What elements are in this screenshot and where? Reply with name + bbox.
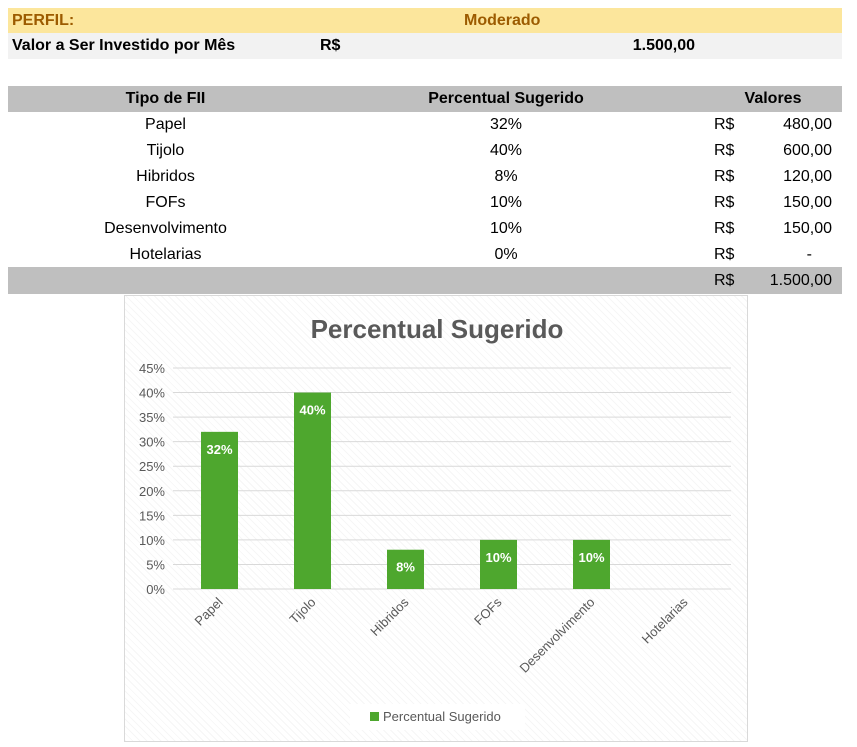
cell-currency: R$ <box>714 142 735 159</box>
bar <box>387 549 424 589</box>
table-header: Tipo de FII Percentual Sugerido Valores <box>8 86 842 112</box>
cell-currency: R$ <box>714 116 735 133</box>
bar <box>480 539 517 589</box>
data-label: 10% <box>578 550 604 565</box>
cell-currency: R$ <box>714 246 735 263</box>
cell-percentual[interactable]: 8% <box>494 168 518 185</box>
cell-currency: R$ <box>714 194 735 211</box>
total-currency: R$ <box>714 271 735 289</box>
x-tick-label: FOFs <box>471 594 505 628</box>
cell-currency: R$ <box>714 220 735 237</box>
data-label: 32% <box>206 442 232 457</box>
total-row: R$ 1.500,00 <box>8 267 842 294</box>
cell-valor: 120,00 <box>783 168 832 185</box>
y-tick-label: 10% <box>139 533 165 548</box>
bar <box>294 392 331 589</box>
cell-tipo: FOFs <box>145 194 186 211</box>
cell-valor: 480,00 <box>783 116 832 133</box>
chart-title: Percentual Sugerido <box>311 314 564 344</box>
cell-currency: R$ <box>714 168 735 185</box>
data-label: 40% <box>299 403 325 418</box>
bar <box>201 431 238 589</box>
x-tick-label: Desenvolvimento <box>517 595 598 676</box>
y-tick-label: 35% <box>139 410 165 425</box>
total-valor: 1.500,00 <box>769 271 832 289</box>
investment-currency: R$ <box>320 37 341 54</box>
table-row: Hibridos 8% R$ 120,00 <box>8 164 842 190</box>
y-tick-label: 5% <box>146 557 165 572</box>
chart-area[interactable]: Percentual Sugerido 0% 5% 10% 15% 20% 25% 30% 35… <box>124 295 748 742</box>
cell-tipo: Desenvolvimento <box>104 220 227 237</box>
table-row: Hotelarias 0% R$ - <box>8 242 842 268</box>
perfil-label: PERFIL: <box>12 11 75 29</box>
y-tick-label: 0% <box>146 582 165 597</box>
cell-percentual[interactable]: 10% <box>489 194 523 211</box>
cell-tipo: Papel <box>145 116 186 133</box>
x-tick-label: Papel <box>192 594 226 628</box>
perfil-value[interactable]: Moderado <box>464 11 541 29</box>
cell-percentual[interactable]: 40% <box>489 142 523 159</box>
y-tick-label: 30% <box>139 435 165 450</box>
header-valores: Valores <box>744 90 802 107</box>
data-label: 0% <box>675 599 694 614</box>
cell-percentual[interactable]: 0% <box>494 246 518 263</box>
x-tick-label: Hotelarias <box>639 594 691 646</box>
cell-valor: 150,00 <box>783 220 832 237</box>
cell-tipo: Tijolo <box>146 142 185 159</box>
investment-label: Valor a Ser Investido por Mês <box>12 37 236 54</box>
bar-chart: Percentual Sugerido 0% 5% 10% 15% 20% 25% 30% 35… <box>139 314 731 730</box>
data-label: 8% <box>396 560 415 575</box>
cell-tipo: Hibridos <box>136 168 195 185</box>
x-tick-label: Tijolo <box>286 595 318 627</box>
table-row: Papel 32% R$ 480,00 <box>8 112 842 138</box>
y-tick-label: 45% <box>139 361 165 376</box>
cell-valor: - <box>806 246 812 263</box>
cell-tipo: Hotelarias <box>129 246 202 263</box>
legend-swatch <box>370 712 379 721</box>
cell-valor: 150,00 <box>783 194 832 211</box>
investment-row: Valor a Ser Investido por Mês R$ 1.500,0… <box>8 33 842 59</box>
table-row: FOFs 10% R$ 150,00 <box>8 190 842 216</box>
table-row: Tijolo 40% R$ 600,00 <box>8 138 842 164</box>
legend-label: Percentual Sugerido <box>383 709 501 724</box>
y-tick-label: 20% <box>139 484 165 499</box>
y-tick-label: 25% <box>139 459 165 474</box>
investment-amount[interactable]: 1.500,00 <box>632 37 695 54</box>
y-tick-label: 15% <box>139 508 165 523</box>
y-tick-label: 40% <box>139 386 165 401</box>
legend-box <box>350 704 525 730</box>
x-tick-label: Hibridos <box>367 594 412 639</box>
header-tipo: Tipo de FII <box>125 90 206 107</box>
header-percentual: Percentual Sugerido <box>428 90 584 107</box>
perfil-row: PERFIL: Moderado <box>8 8 842 33</box>
cell-valor: 600,00 <box>783 142 832 159</box>
bar <box>573 539 610 589</box>
data-label: 10% <box>485 550 511 565</box>
cell-percentual[interactable]: 32% <box>489 116 523 133</box>
table-row: Desenvolvimento 10% R$ 150,00 <box>8 216 842 242</box>
cell-percentual[interactable]: 10% <box>489 220 523 237</box>
